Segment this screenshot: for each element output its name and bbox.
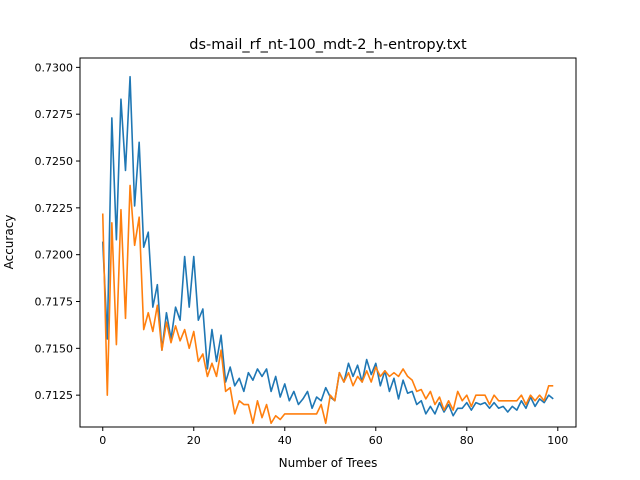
y-axis: 0.7125 0.7150 0.7175 0.7200 0.7225 0.7250 0.72… (35, 61, 80, 402)
y-tick-label: 0.7275 (35, 108, 74, 121)
x-tick-label: 60 (369, 434, 383, 447)
chart-title: ds-mail_rf_nt-100_mdt-2_h-entropy.txt (189, 37, 467, 53)
y-tick-label: 0.7200 (35, 249, 74, 262)
x-tick-label: 0 (99, 434, 106, 447)
series-line-2 (101, 184, 554, 425)
y-tick-label: 0.7175 (35, 296, 74, 309)
y-tick-label: 0.7225 (35, 202, 74, 215)
y-tick-label: 0.7300 (35, 61, 74, 74)
y-tick-label: 0.7150 (35, 342, 74, 355)
x-tick-label: 100 (547, 434, 568, 447)
series-line-1 (101, 75, 554, 417)
x-tick-label: 20 (187, 434, 201, 447)
x-axis: 0 20 40 60 80 100 (99, 427, 568, 447)
x-tick-label: 40 (278, 434, 292, 447)
x-axis-label: Number of Trees (279, 456, 378, 470)
y-axis-label: Accuracy (2, 215, 16, 270)
y-tick-label: 0.7250 (35, 155, 74, 168)
plot-frame (79, 57, 577, 428)
y-tick-label: 0.7125 (35, 389, 74, 402)
series-layer (101, 75, 554, 425)
x-tick-label: 80 (460, 434, 474, 447)
